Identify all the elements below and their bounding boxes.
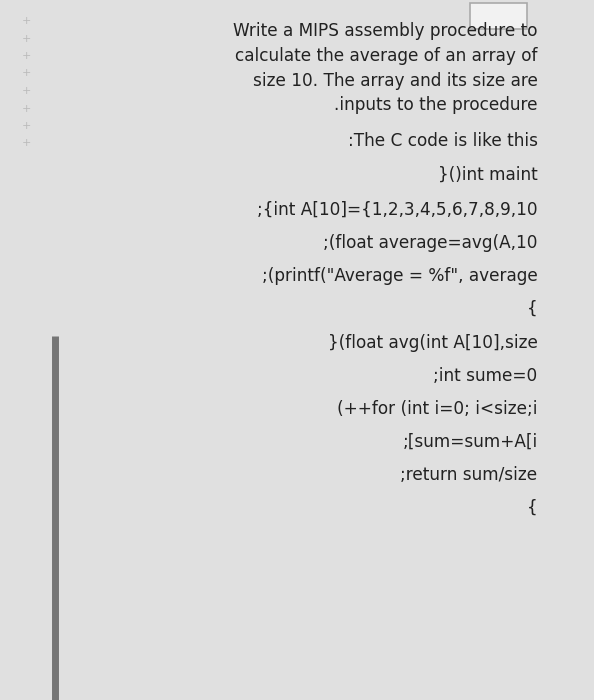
Text: ;[sum=sum+A[i: ;[sum=sum+A[i <box>402 433 538 451</box>
Text: +: + <box>22 104 31 113</box>
Text: (++for (int i=0; i<size;i: (++for (int i=0; i<size;i <box>337 400 538 418</box>
Text: ;(float average=avg(A,10: ;(float average=avg(A,10 <box>323 234 538 252</box>
Text: size 10. The array and its size are: size 10. The array and its size are <box>252 71 538 90</box>
Text: ;(printf("Average = %f", average: ;(printf("Average = %f", average <box>262 267 538 285</box>
Text: calculate the average of an array of: calculate the average of an array of <box>235 47 538 65</box>
Text: +: + <box>22 121 31 131</box>
Text: .inputs to the procedure: .inputs to the procedure <box>334 96 538 114</box>
Text: ;int sume=0: ;int sume=0 <box>433 367 538 385</box>
Bar <box>470 3 527 29</box>
Text: +: + <box>22 139 31 148</box>
Text: :The C code is like this: :The C code is like this <box>347 132 538 150</box>
Text: +: + <box>22 34 31 43</box>
Text: ;return sum/size: ;return sum/size <box>400 466 538 484</box>
Text: ;{int A[10]={1,2,3,4,5,6,7,8,9,10: ;{int A[10]={1,2,3,4,5,6,7,8,9,10 <box>257 201 538 219</box>
Text: +: + <box>22 86 31 96</box>
Text: }()int maint: }()int maint <box>438 165 538 183</box>
Text: +: + <box>22 69 31 78</box>
Text: +: + <box>22 16 31 26</box>
Text: Write a MIPS assembly procedure to: Write a MIPS assembly procedure to <box>233 22 538 41</box>
Text: }(float avg(int A[10],size: }(float avg(int A[10],size <box>328 334 538 352</box>
Text: {: { <box>527 498 538 517</box>
Text: {: { <box>527 300 538 318</box>
Text: +: + <box>22 51 31 61</box>
